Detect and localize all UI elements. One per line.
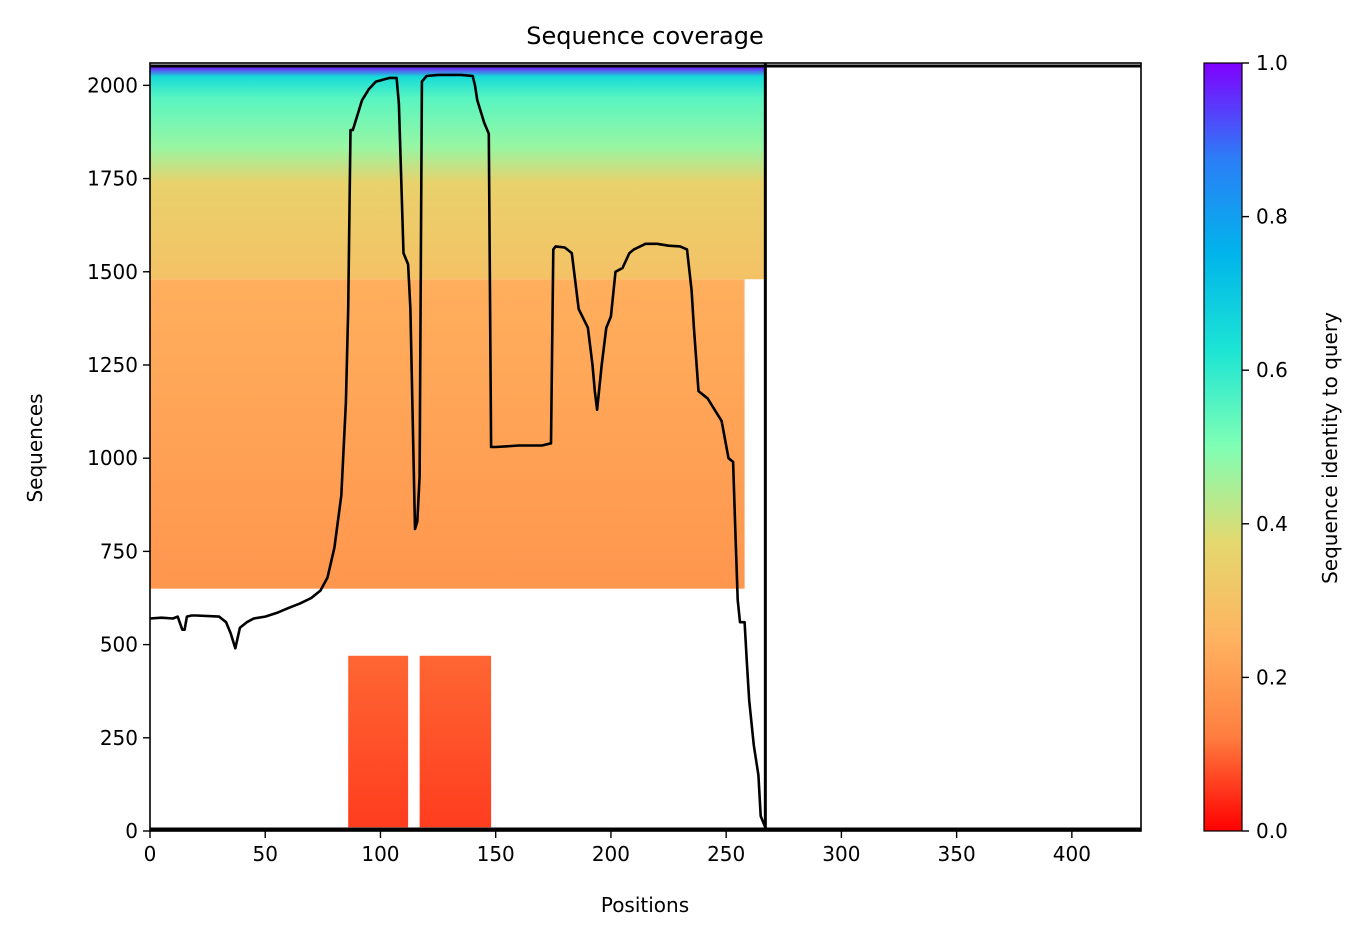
x-tick-label: 0 — [144, 842, 157, 866]
plot-frame — [149, 62, 1142, 832]
x-tick-label: 250 — [707, 842, 745, 866]
y-axis: 0 250 500 750 1000 1250 1500 1750 2000 — [87, 73, 150, 843]
y-tick-label: 1250 — [87, 353, 138, 377]
x-tick-label: 150 — [477, 842, 515, 866]
colorbar-tick-label: 0.4 — [1256, 512, 1288, 536]
y-tick-label: 1750 — [87, 167, 138, 191]
coverage-block-1 — [150, 279, 745, 589]
x-tick-label: 300 — [822, 842, 860, 866]
y-axis-label: Sequences — [23, 393, 47, 502]
x-tick-label: 350 — [938, 842, 976, 866]
coverage-heatmap — [150, 65, 766, 828]
y-tick-label: 1500 — [87, 260, 138, 284]
x-axis-label: Positions — [601, 893, 689, 917]
coverage-line — [150, 73, 768, 830]
y-tick-label: 0 — [125, 819, 138, 843]
y-tick-label: 2000 — [87, 73, 138, 97]
x-tick-label: 400 — [1053, 842, 1091, 866]
y-tick-label: 750 — [100, 539, 138, 563]
x-tick-label: 50 — [253, 842, 278, 866]
coverage-block-2 — [348, 655, 409, 828]
coverage-block-3 — [419, 655, 492, 828]
colorbar: 0.0 0.2 0.4 0.6 0.8 1.0 Sequence identity to … — [1203, 51, 1342, 843]
y-tick-label: 1000 — [87, 446, 138, 470]
x-tick-label: 100 — [361, 842, 399, 866]
colorbar-tick-label: 0.2 — [1256, 665, 1288, 689]
y-tick-label: 500 — [100, 633, 138, 657]
colorbar-gradient — [1203, 62, 1243, 832]
colorbar-label: Sequence identity to query — [1318, 312, 1342, 584]
colorbar-ticks: 0.0 0.2 0.4 0.6 0.8 1.0 — [1242, 51, 1288, 843]
y-tick-label: 250 — [100, 726, 138, 750]
colorbar-tick-label: 0.6 — [1256, 358, 1288, 382]
x-axis: 0 50 100 150 200 250 300 350 400 — [144, 831, 1091, 866]
colorbar-tick-label: 1.0 — [1256, 51, 1288, 75]
chart-title: Sequence coverage — [526, 22, 763, 50]
x-tick-label: 200 — [592, 842, 630, 866]
colorbar-tick-label: 0.8 — [1256, 205, 1288, 229]
colorbar-tick-label: 0.0 — [1256, 819, 1288, 843]
coverage-line-layer — [150, 63, 1141, 831]
